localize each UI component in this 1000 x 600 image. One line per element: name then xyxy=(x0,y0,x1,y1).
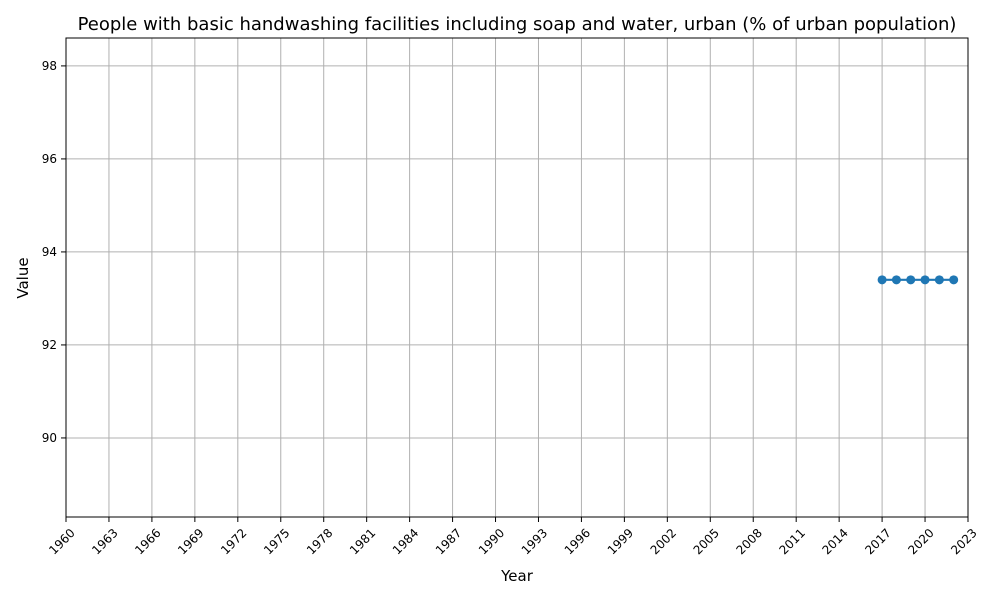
x-tick-label: 1978 xyxy=(304,526,335,557)
plot-frame xyxy=(65,37,969,518)
data-point xyxy=(949,275,959,285)
x-tick-label: 2014 xyxy=(819,526,850,557)
x-tick-label: 1987 xyxy=(433,526,464,557)
data-point xyxy=(934,275,944,285)
y-tick-label: 94 xyxy=(42,245,57,259)
x-tick-label: 1960 xyxy=(46,526,77,557)
x-tick-label: 2002 xyxy=(648,526,679,557)
x-tick-label: 1969 xyxy=(175,526,206,557)
data-point xyxy=(891,275,901,285)
x-tick-label: 2017 xyxy=(862,526,893,557)
x-tick-label: 1981 xyxy=(347,526,378,557)
y-tick-label: 90 xyxy=(42,431,57,445)
series-layer xyxy=(877,275,959,285)
data-point xyxy=(877,275,887,285)
y-tick-label: 96 xyxy=(42,152,57,166)
data-point xyxy=(920,275,930,285)
x-tick-label: 1963 xyxy=(89,526,120,557)
x-tick-label: 1999 xyxy=(605,526,636,557)
x-tick-label: 2005 xyxy=(691,526,722,557)
x-tick-label: 1990 xyxy=(476,526,507,557)
data-point xyxy=(906,275,916,285)
x-tick-label: 2020 xyxy=(905,526,936,557)
x-axis-label: Year xyxy=(500,567,534,585)
grid-lines xyxy=(65,38,969,517)
x-tick-label: 1975 xyxy=(261,526,292,557)
x-tick-label: 1972 xyxy=(218,526,249,557)
x-tick-label: 2023 xyxy=(948,526,979,557)
x-tick-label: 2011 xyxy=(776,526,807,557)
y-tick-label: 98 xyxy=(42,59,57,73)
x-tick-label: 1996 xyxy=(562,526,593,557)
x-tick-label: 1984 xyxy=(390,526,421,557)
x-tick-label: 1993 xyxy=(519,526,550,557)
x-tick-label: 2008 xyxy=(734,526,765,557)
y-tick-label: 92 xyxy=(42,338,57,352)
y-axis-label: Value xyxy=(14,257,32,298)
x-tick-label: 1966 xyxy=(132,526,163,557)
chart-title: People with basic handwashing facilities… xyxy=(78,14,957,35)
